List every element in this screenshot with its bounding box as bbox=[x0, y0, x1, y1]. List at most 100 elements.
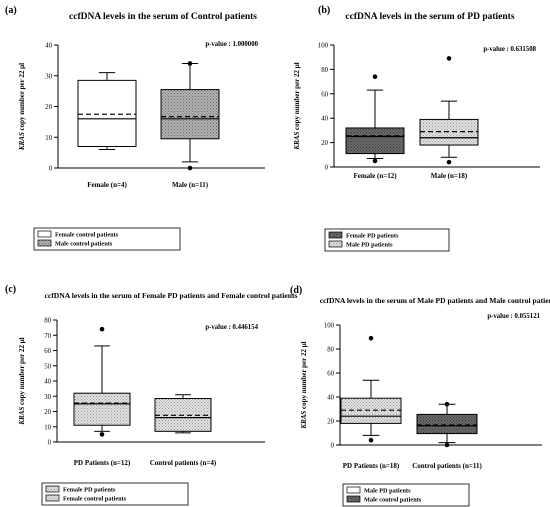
outlier-point bbox=[372, 158, 378, 164]
legend-swatch bbox=[37, 239, 52, 247]
y-axis-label-gene: KRAS bbox=[293, 132, 301, 151]
x-category-label: Male (n=11) bbox=[172, 181, 209, 189]
y-axis-label: KRAS copy number per 22 µl bbox=[293, 62, 301, 150]
x-category-label: PD Patients (n=12) bbox=[74, 459, 131, 467]
y-axis-label-gene: KRAS bbox=[18, 132, 26, 151]
box-1: PD Patients (n=18) bbox=[340, 335, 402, 470]
box-body bbox=[416, 413, 478, 435]
x-category-label: Control patients (n=4) bbox=[150, 459, 217, 467]
outlier-point bbox=[444, 401, 450, 407]
y-tick-label: 0 bbox=[48, 440, 52, 447]
y-tick-label: 40 bbox=[321, 116, 328, 123]
x-category-label: Control patients (n=11) bbox=[412, 462, 482, 470]
y-tick-label: 80 bbox=[327, 347, 334, 354]
outlier-point bbox=[446, 56, 452, 61]
y-tick-label: 20 bbox=[321, 140, 328, 147]
outlier-point bbox=[99, 326, 105, 332]
y-tick-label: 30 bbox=[45, 73, 52, 80]
legend-swatch bbox=[45, 485, 60, 493]
legend-frame bbox=[41, 482, 189, 506]
y-tick-label: 40 bbox=[44, 379, 51, 386]
box-1: PD Patients (n=12) bbox=[73, 326, 131, 467]
legend-swatch bbox=[346, 486, 361, 494]
x-category-label: Female (n=4) bbox=[87, 181, 127, 189]
chart-title: ccfDNA levels in the serum of Female PD … bbox=[45, 291, 298, 300]
panel-d: (d) ccfDNA levels in the serum of Male PD… bbox=[290, 285, 550, 507]
y-axis-label-unit: copy number per 22 µl bbox=[18, 63, 26, 132]
box-2: Control patients (n=4) bbox=[150, 394, 217, 467]
panel-a: (a) ccfDNA levels in the serum of Control… bbox=[5, 5, 265, 251]
panel-label: (d) bbox=[290, 285, 302, 296]
legend-label: Male control patients bbox=[55, 241, 113, 248]
legend: Female PD patients Male PD patients bbox=[324, 228, 450, 252]
y-tick-label: 60 bbox=[321, 91, 328, 98]
p-value: p-value : 1.000000 bbox=[205, 41, 258, 48]
box-body bbox=[345, 127, 405, 155]
y-tick-label: 20 bbox=[44, 409, 51, 416]
panel-c: (c) ccfDNA levels in the serum of Female … bbox=[5, 284, 298, 506]
x-category-label: Male (n=18) bbox=[431, 172, 468, 180]
y-tick-label: 100 bbox=[318, 43, 329, 50]
outlier-point bbox=[368, 437, 374, 443]
y-axis-label-gene: KRAS bbox=[18, 407, 26, 426]
chart-title: ccfDNA levels in the serum of Control pa… bbox=[69, 12, 257, 22]
y-axis-label: KRAS copy number per 22 µl bbox=[18, 63, 26, 151]
y-axis-label-unit: copy number per 22 µl bbox=[300, 341, 308, 410]
y-axis-label-unit: copy number per 22 µl bbox=[293, 62, 301, 131]
chart-title: ccfDNA levels in the serum of Male PD pa… bbox=[320, 296, 550, 305]
y-tick-label: 0 bbox=[331, 443, 335, 450]
legend-swatch bbox=[45, 494, 60, 502]
box-1: Female (n=4) bbox=[77, 72, 137, 189]
legend-label: Female PD patients bbox=[346, 233, 399, 240]
panel-b: (b) ccfDNA levels in the serum of PD pati… bbox=[293, 5, 540, 252]
y-tick-label: 10 bbox=[45, 135, 52, 142]
box-1: Female (n=12) bbox=[345, 74, 405, 180]
p-value: p-value : 0.446154 bbox=[205, 324, 258, 331]
outlier-point bbox=[187, 165, 193, 171]
box-body bbox=[77, 79, 137, 147]
y-tick-label: 50 bbox=[44, 363, 51, 370]
outlier-point bbox=[444, 442, 450, 448]
legend: Female control patients Male control pati… bbox=[33, 227, 181, 251]
y-tick-label: 0 bbox=[49, 166, 53, 173]
y-tick-label: 20 bbox=[45, 104, 52, 111]
y-tick-label: 80 bbox=[44, 318, 51, 325]
legend-swatch bbox=[346, 495, 361, 503]
legend-label: Male PD patients bbox=[346, 242, 393, 249]
y-tick-label: 70 bbox=[44, 333, 51, 340]
outlier-point bbox=[99, 432, 105, 437]
y-axis-label-unit: copy number per 22 µl bbox=[18, 337, 26, 406]
outlier-point bbox=[446, 159, 452, 165]
y-tick-label: 0 bbox=[325, 165, 329, 172]
legend-swatch bbox=[328, 231, 343, 239]
legend-label: Female control patients bbox=[63, 496, 127, 503]
y-tick-label: 60 bbox=[327, 371, 334, 378]
y-tick-label: 20 bbox=[327, 419, 334, 426]
outlier-point bbox=[187, 61, 193, 66]
box-body bbox=[73, 392, 131, 426]
box-2: Male (n=18) bbox=[419, 56, 479, 180]
legend: Female PD patients Female control patient… bbox=[41, 482, 189, 506]
panel-label: (c) bbox=[5, 284, 16, 295]
y-tick-label: 40 bbox=[327, 395, 334, 402]
legend-frame bbox=[342, 483, 470, 507]
legend-label: Female PD patients bbox=[63, 487, 116, 494]
y-tick-label: 40 bbox=[45, 43, 52, 50]
legend-label: Male control patients bbox=[364, 497, 422, 504]
box-2: Control patients (n=11) bbox=[412, 401, 482, 470]
legend-frame bbox=[33, 227, 181, 251]
outlier-point bbox=[368, 335, 374, 341]
box-body bbox=[419, 118, 479, 146]
p-value: p-value : 0.631508 bbox=[483, 46, 536, 53]
y-tick-label: 10 bbox=[44, 424, 51, 431]
chart-title: ccfDNA levels in the serum of PD patient… bbox=[345, 12, 514, 22]
x-category-label: PD Patients (n=18) bbox=[343, 462, 400, 470]
y-tick-label: 80 bbox=[321, 67, 328, 74]
box-2: Male (n=11) bbox=[160, 61, 220, 189]
x-category-label: Female (n=12) bbox=[353, 172, 397, 180]
y-tick-label: 30 bbox=[44, 394, 51, 401]
y-tick-label: 60 bbox=[44, 348, 51, 355]
y-axis-label-gene: KRAS bbox=[300, 411, 308, 430]
legend-swatch bbox=[37, 230, 52, 238]
legend-swatch bbox=[328, 240, 343, 248]
